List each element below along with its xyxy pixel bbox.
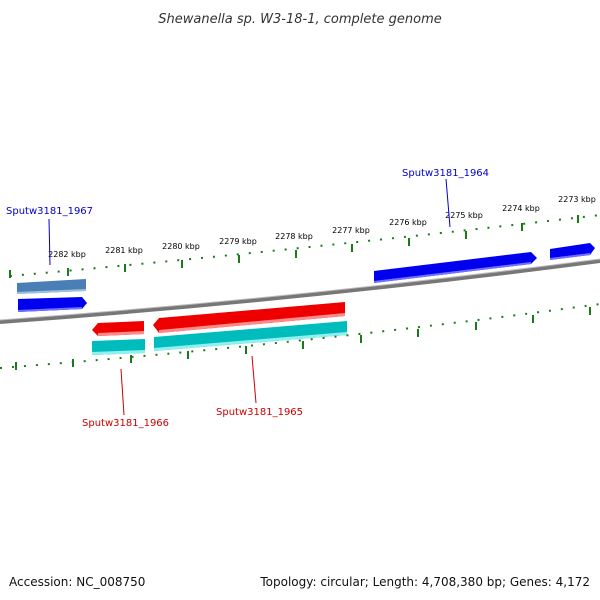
- cds-sputw3181-1967[interactable]: [18, 297, 87, 312]
- outer-minor-ticks: [9, 214, 600, 277]
- gene-label-leader: [445, 178, 451, 228]
- cds-feature: [374, 252, 537, 283]
- cds-feature-shade: [98, 331, 144, 336]
- gene-label-sputw3181-1967[interactable]: Sputw3181_1967: [6, 206, 93, 217]
- gene-feature-shade: [154, 332, 347, 351]
- tick-label: 2274 kbp: [502, 204, 540, 213]
- gene-sputw3181-1967[interactable]: [17, 279, 86, 294]
- inner-minor-ticks: [0, 303, 600, 369]
- outer-tick-ring: [9, 214, 600, 278]
- cds-sputw3181-1966[interactable]: [92, 321, 144, 336]
- cds-feature-shade: [550, 253, 590, 260]
- gene-label-leader: [251, 355, 257, 404]
- genome-backbone-highlight: [0, 258, 600, 321]
- gene-sputw3181-1964[interactable]: [374, 252, 537, 283]
- cds-feature-shade: [374, 262, 531, 283]
- gene-feature-shade: [17, 289, 86, 294]
- gene-sputw3181-1966[interactable]: [92, 339, 145, 355]
- cds-feature-shade: [159, 313, 345, 333]
- tick-label: 2273 kbp: [558, 195, 596, 204]
- tick-label: 2282 kbp: [48, 250, 86, 259]
- cds-feature-shade: [18, 307, 82, 312]
- gene-label-sputw3181-1966[interactable]: Sputw3181_1966: [82, 418, 169, 429]
- genome-stats-label: Topology: circular; Length: 4,708,380 bp…: [259, 575, 590, 589]
- tick-label: 2277 kbp: [332, 226, 370, 235]
- tick-label: 2276 kbp: [389, 218, 427, 227]
- gene-feature-shade: [92, 350, 145, 355]
- tick-labels: 2282 kbp 2281 kbp 2280 kbp 2279 kbp 2278…: [48, 195, 596, 259]
- gene-label-leader: [120, 368, 125, 416]
- tick-label: 2281 kbp: [105, 246, 143, 255]
- tick-label: 2279 kbp: [219, 237, 257, 246]
- genome-backbone: [0, 259, 600, 324]
- cds-feature: [153, 302, 345, 333]
- gene-sputw3181-1965[interactable]: [154, 321, 347, 351]
- gene-offscreen-forward[interactable]: [550, 243, 595, 260]
- gene-label-leader: [48, 218, 51, 266]
- map-title: Shewanella sp. W3-18-1, complete genome: [158, 12, 441, 27]
- tick-label: 2278 kbp: [275, 232, 313, 241]
- inner-tick-ring: [0, 303, 600, 370]
- gene-label-sputw3181-1964[interactable]: Sputw3181_1964: [402, 168, 489, 179]
- tick-label: 2275 kbp: [445, 211, 483, 220]
- tick-label: 2280 kbp: [162, 242, 200, 251]
- gene-label-sputw3181-1965[interactable]: Sputw3181_1965: [216, 407, 303, 418]
- accession-label: Accession: NC_008750: [9, 575, 145, 589]
- cds-sputw3181-1965[interactable]: [153, 302, 345, 333]
- gene-feature: [154, 321, 347, 351]
